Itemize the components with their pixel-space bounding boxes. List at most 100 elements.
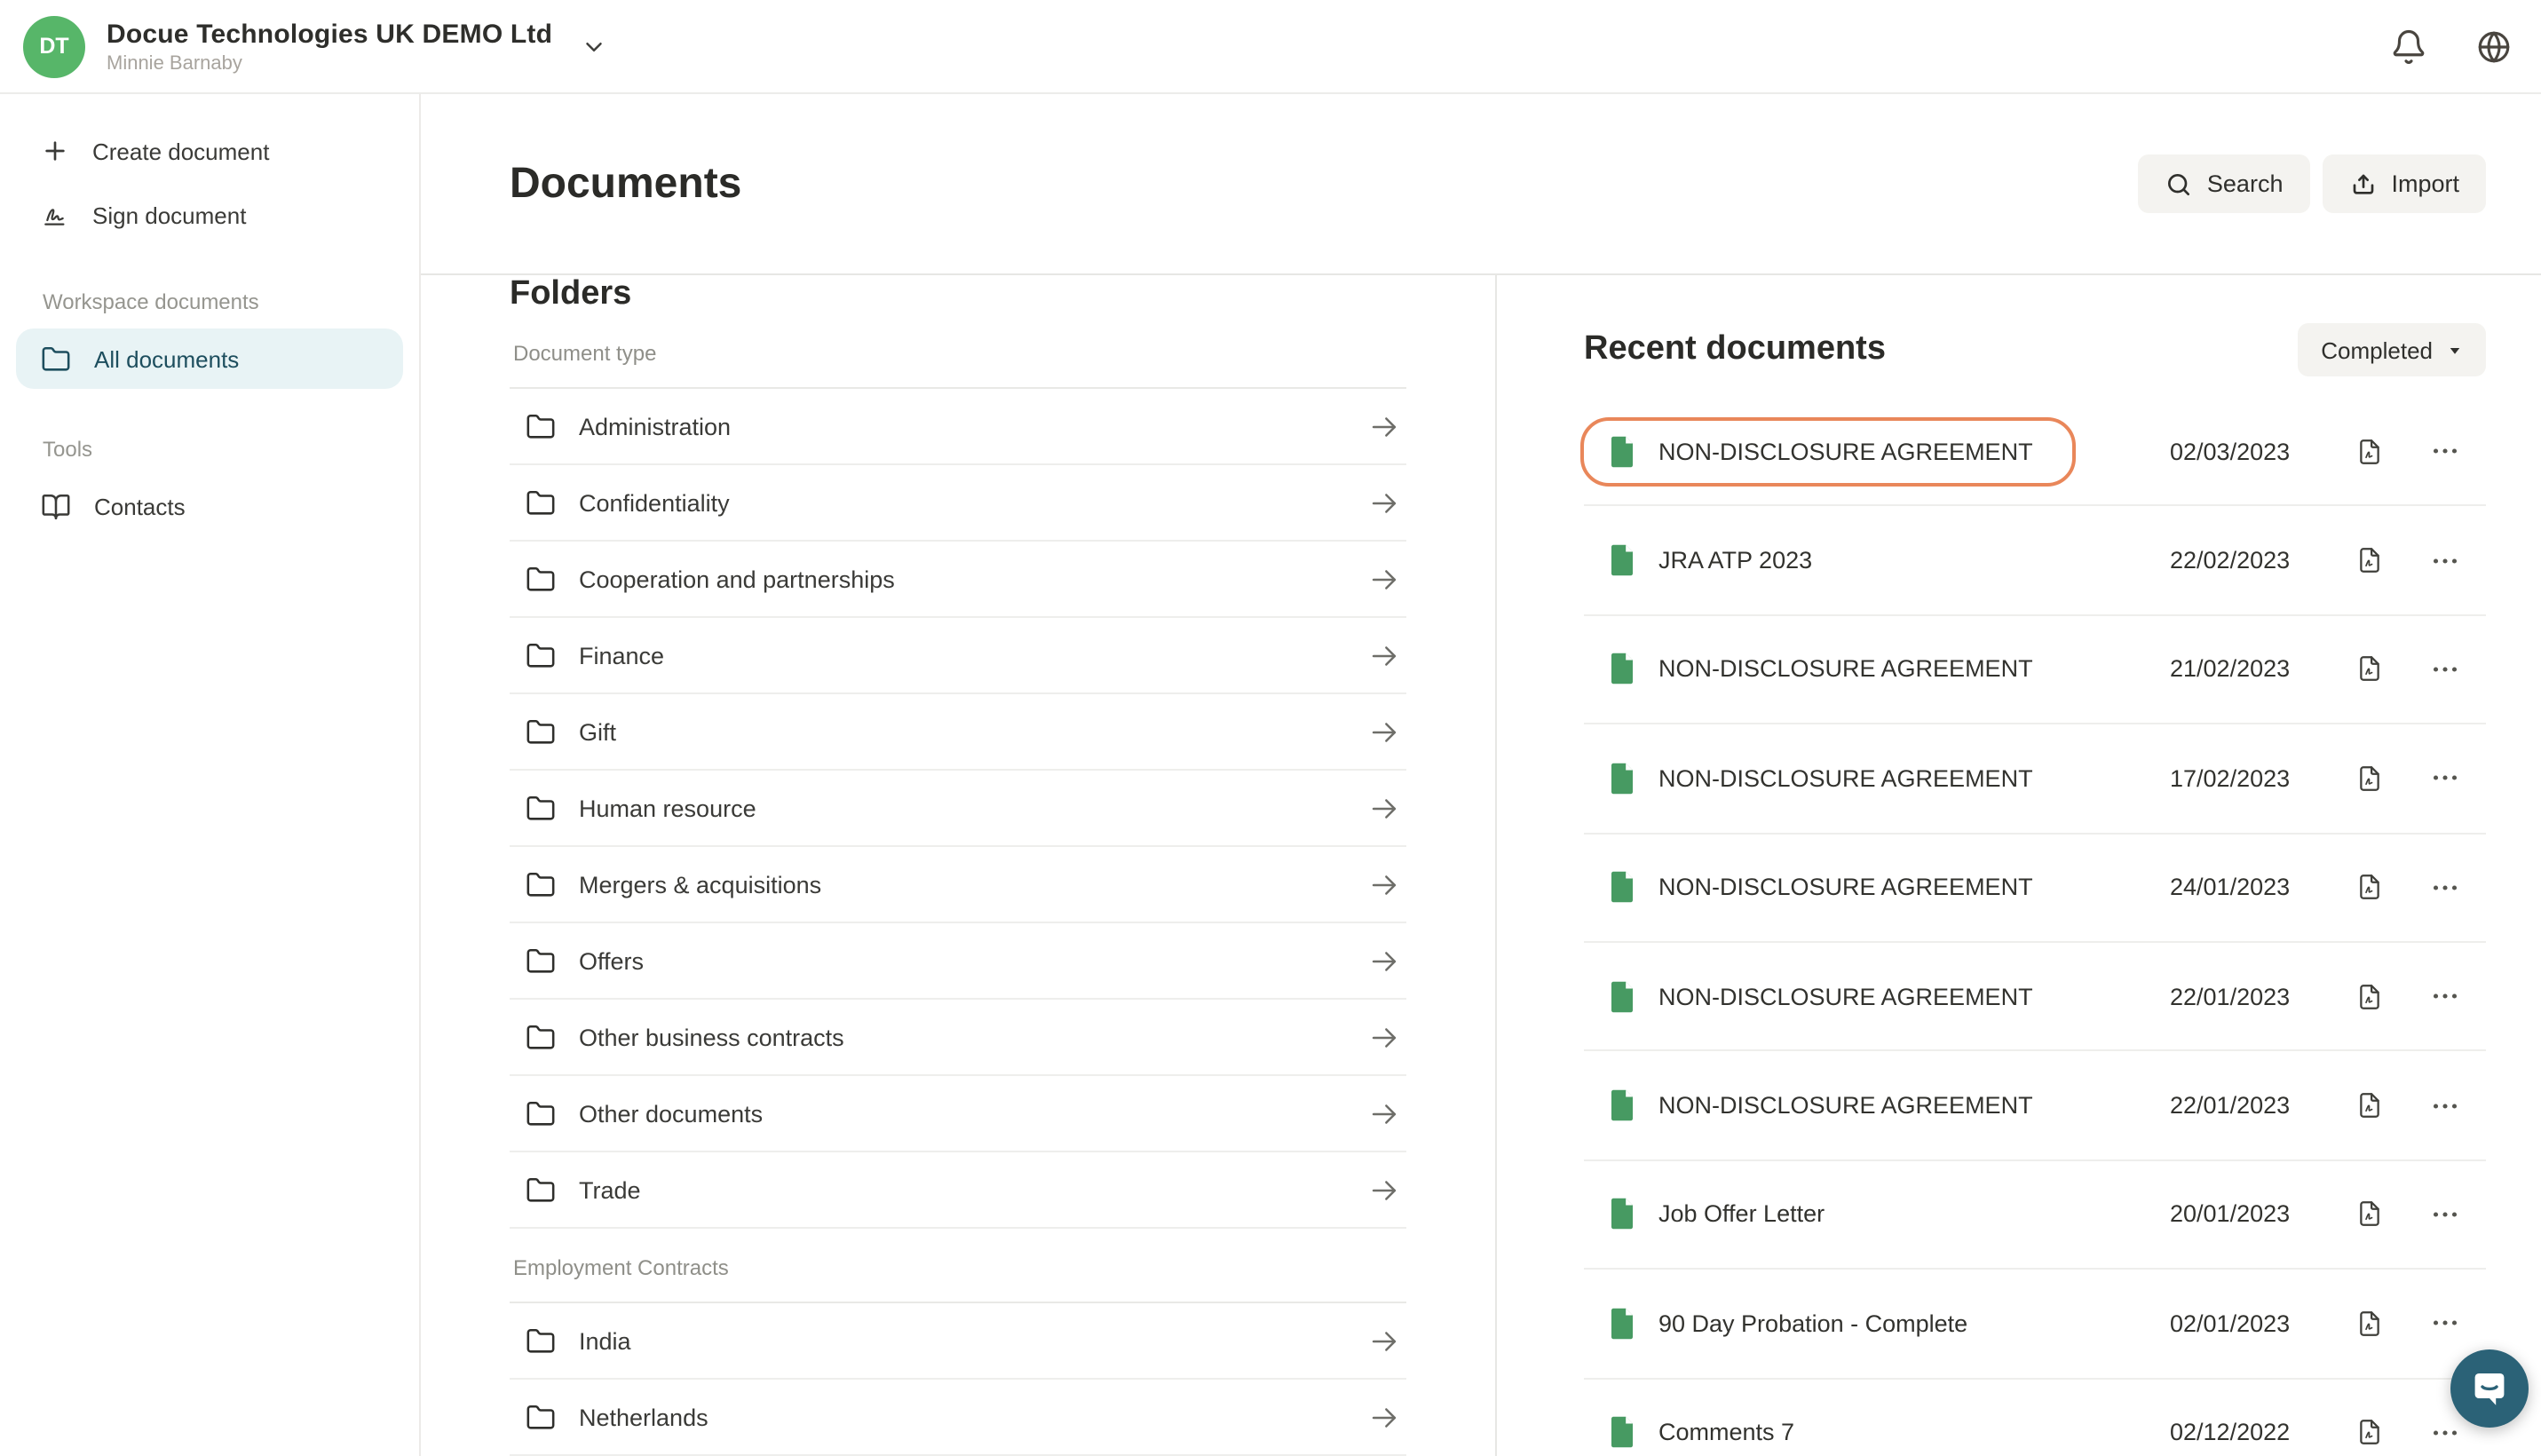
folder-row[interactable]: Gift	[510, 694, 1406, 771]
document-link[interactable]: JRA ATP 2023	[1580, 526, 1855, 595]
folder-row[interactable]: Netherlands	[510, 1380, 1406, 1456]
document-date: 20/01/2023	[2170, 1200, 2291, 1228]
folder-icon	[526, 1100, 555, 1125]
arrow-right-icon[interactable]	[1367, 867, 1401, 901]
document-link[interactable]: NON-DISCLOSURE AGREEMENT	[1580, 853, 2076, 922]
folder-row[interactable]: Trade	[510, 1152, 1406, 1229]
folder-row[interactable]: Administration	[510, 389, 1406, 465]
more-options-icon[interactable]	[2429, 763, 2461, 795]
pdf-download-icon[interactable]	[2354, 436, 2384, 466]
arrow-right-icon[interactable]	[1367, 486, 1401, 519]
folder-row[interactable]: Cooperation and partnerships	[510, 542, 1406, 618]
document-link[interactable]: NON-DISCLOSURE AGREEMENT	[1580, 635, 2076, 704]
more-options-icon[interactable]	[2429, 1089, 2461, 1121]
pdf-download-icon[interactable]	[2354, 981, 2384, 1011]
document-name: JRA ATP 2023	[1658, 547, 1813, 574]
pdf-download-icon[interactable]	[2354, 1090, 2384, 1120]
document-name: NON-DISCLOSURE AGREEMENT	[1658, 655, 2033, 683]
recent-document-row[interactable]: NON-DISCLOSURE AGREEMENT 22/01/2023	[1584, 943, 2486, 1052]
workspace-name: Docue Technologies UK DEMO Ltd	[107, 19, 553, 49]
more-options-icon[interactable]	[2429, 653, 2461, 685]
chevron-down-icon[interactable]	[581, 33, 607, 59]
folder-icon	[526, 947, 555, 972]
document-date: 02/12/2022	[2170, 1419, 2291, 1446]
recent-documents-panel: Recent documents Completed NON-DISCLOSUR…	[1497, 275, 2541, 1456]
search-icon	[2167, 173, 2189, 194]
recent-document-row[interactable]: NON-DISCLOSURE AGREEMENT 24/01/2023	[1584, 834, 2486, 943]
folder-row[interactable]: Human resource	[510, 771, 1406, 847]
folder-row[interactable]: Finance	[510, 618, 1406, 694]
document-icon	[1611, 763, 1633, 794]
arrow-right-icon[interactable]	[1367, 791, 1401, 825]
arrow-right-icon[interactable]	[1367, 1324, 1401, 1357]
workspace-switcher[interactable]: DT Docue Technologies UK DEMO Ltd Minnie…	[23, 15, 607, 77]
arrow-right-icon[interactable]	[1367, 715, 1401, 748]
sidebar-item-all-documents[interactable]: All documents	[16, 328, 403, 389]
document-link[interactable]: NON-DISCLOSURE AGREEMENT	[1580, 1071, 2076, 1140]
folder-name: Mergers & acquisitions	[579, 871, 822, 898]
more-options-icon[interactable]	[2429, 435, 2461, 467]
document-date: 22/01/2023	[2170, 983, 2291, 1010]
pdf-download-icon[interactable]	[2354, 764, 2384, 794]
folder-icon	[526, 795, 555, 819]
sidebar-item-contacts[interactable]: Contacts	[16, 476, 403, 536]
more-options-icon[interactable]	[2429, 1199, 2461, 1230]
more-options-icon[interactable]	[2429, 544, 2461, 576]
search-button[interactable]: Search	[2137, 154, 2310, 213]
recent-document-row[interactable]: JRA ATP 2023 22/02/2023	[1584, 507, 2486, 616]
arrow-right-icon[interactable]	[1367, 1020, 1401, 1054]
workspace-avatar[interactable]: DT	[23, 15, 85, 77]
arrow-right-icon[interactable]	[1367, 1096, 1401, 1130]
document-link[interactable]: NON-DISCLOSURE AGREEMENT	[1580, 416, 2076, 487]
document-link[interactable]: Job Offer Letter	[1580, 1180, 1867, 1249]
document-link[interactable]: NON-DISCLOSURE AGREEMENT	[1580, 744, 2076, 813]
pdf-download-icon[interactable]	[2354, 1309, 2384, 1339]
recent-document-row[interactable]: Comments 7 02/12/2022	[1584, 1379, 2486, 1456]
pdf-download-icon[interactable]	[2354, 1199, 2384, 1230]
pdf-download-icon[interactable]	[2354, 545, 2384, 575]
folder-row[interactable]: Other documents	[510, 1076, 1406, 1152]
more-options-icon[interactable]	[2429, 980, 2461, 1012]
pdf-download-icon[interactable]	[2354, 1417, 2384, 1447]
arrow-right-icon[interactable]	[1367, 409, 1401, 443]
more-options-icon[interactable]	[2429, 872, 2461, 904]
document-name: NON-DISCLOSURE AGREEMENT	[1658, 1092, 2033, 1120]
notifications-bell-icon[interactable]	[2390, 28, 2427, 65]
pdf-download-icon[interactable]	[2354, 654, 2384, 684]
folder-row[interactable]: Offers	[510, 923, 1406, 1000]
sidebar-item-sign-document[interactable]: Sign document	[16, 183, 403, 247]
language-globe-icon[interactable]	[2475, 28, 2513, 65]
recent-document-row[interactable]: NON-DISCLOSURE AGREEMENT 17/02/2023	[1584, 724, 2486, 835]
recent-document-row[interactable]: NON-DISCLOSURE AGREEMENT 21/02/2023	[1584, 616, 2486, 725]
folder-icon	[526, 871, 555, 896]
document-date: 02/03/2023	[2170, 438, 2291, 465]
arrow-right-icon[interactable]	[1367, 638, 1401, 672]
folder-name: Offers	[579, 947, 645, 974]
arrow-right-icon[interactable]	[1367, 1173, 1401, 1207]
document-link[interactable]: 90 Day Probation - Complete	[1580, 1289, 2010, 1358]
arrow-right-icon[interactable]	[1367, 1400, 1401, 1434]
recent-document-row[interactable]: NON-DISCLOSURE AGREEMENT 22/01/2023	[1584, 1052, 2486, 1161]
document-date: 21/02/2023	[2170, 655, 2291, 683]
folder-row[interactable]: India	[510, 1303, 1406, 1380]
recent-document-row[interactable]: NON-DISCLOSURE AGREEMENT 02/03/2023	[1580, 398, 2486, 507]
more-options-icon[interactable]	[2429, 1308, 2461, 1340]
folder-row[interactable]: Other business contracts	[510, 1000, 1406, 1076]
document-link[interactable]: NON-DISCLOSURE AGREEMENT	[1580, 961, 2076, 1031]
status-filter-dropdown[interactable]: Completed	[2298, 323, 2486, 376]
folder-name: Confidentiality	[579, 489, 730, 516]
arrow-right-icon[interactable]	[1367, 944, 1401, 977]
chat-launcher-button[interactable]	[2450, 1349, 2529, 1428]
arrow-right-icon[interactable]	[1367, 562, 1401, 596]
sidebar-item-create-document[interactable]: Create document	[16, 119, 403, 183]
pdf-download-icon[interactable]	[2354, 873, 2384, 903]
folder-row[interactable]: Mergers & acquisitions	[510, 847, 1406, 923]
more-options-icon[interactable]	[2429, 1416, 2461, 1448]
folder-row[interactable]: Confidentiality	[510, 465, 1406, 542]
document-link[interactable]: Comments 7	[1580, 1397, 1837, 1456]
import-button[interactable]: Import	[2322, 154, 2486, 213]
recent-document-row[interactable]: 90 Day Probation - Complete 02/01/2023	[1584, 1270, 2486, 1380]
workspace-info: Docue Technologies UK DEMO Ltd Minnie Ba…	[107, 19, 552, 74]
recent-document-row[interactable]: Job Offer Letter 20/01/2023	[1584, 1160, 2486, 1270]
